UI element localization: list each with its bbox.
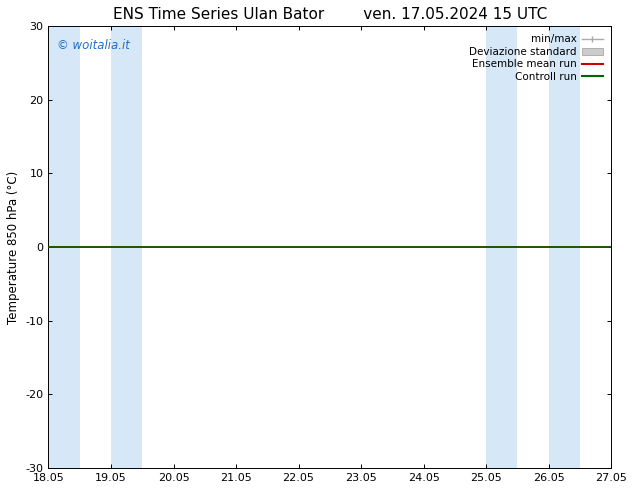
Bar [548,26,580,468]
Legend: min/max, Deviazione standard, Ensemble mean run, Controll run: min/max, Deviazione standard, Ensemble m… [466,31,606,85]
Bar [48,26,80,468]
Text: © woitalia.it: © woitalia.it [57,39,130,52]
Title: ENS Time Series Ulan Bator        ven. 17.05.2024 15 UTC: ENS Time Series Ulan Bator ven. 17.05.20… [113,7,547,22]
Bar [111,26,142,468]
Bar [486,26,517,468]
Y-axis label: Temperature 850 hPa (°C): Temperature 850 hPa (°C) [7,171,20,324]
